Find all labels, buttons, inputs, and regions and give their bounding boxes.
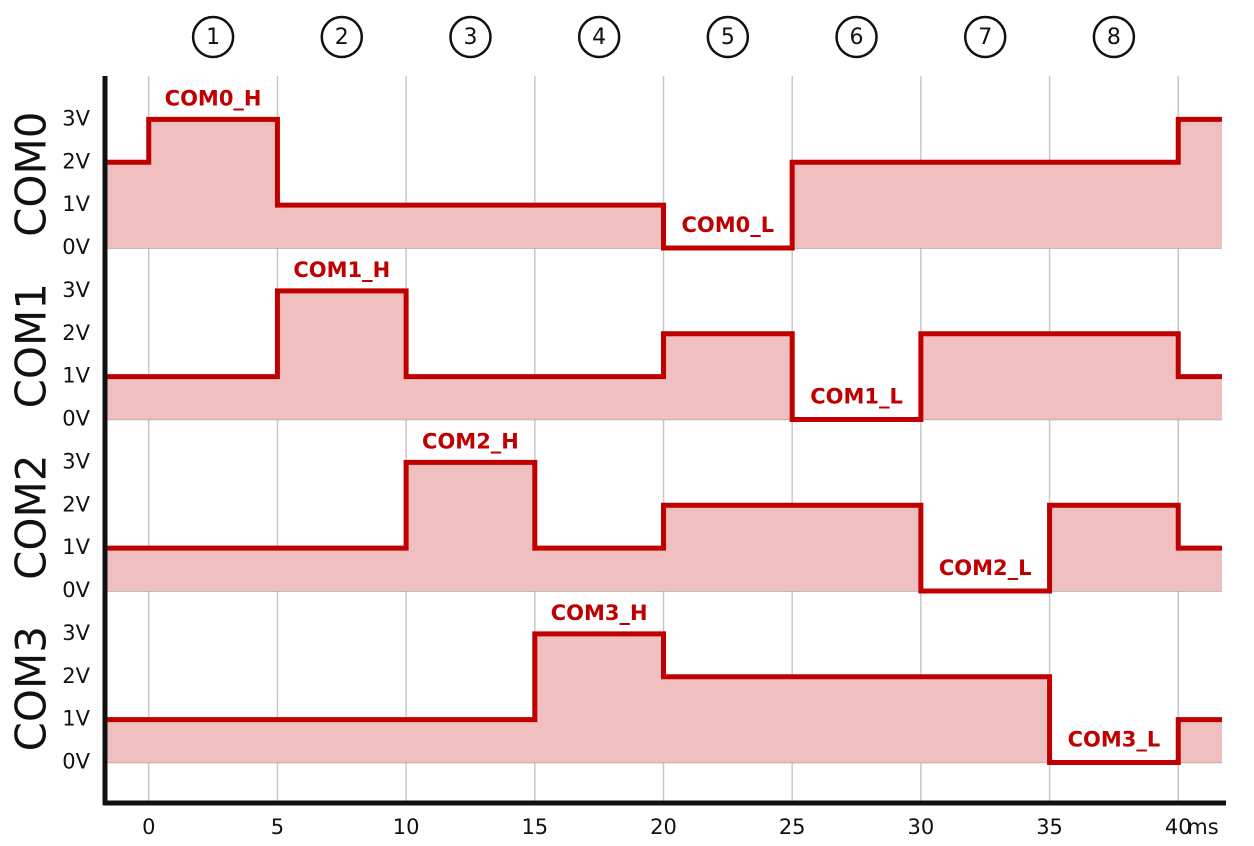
y-tick-label: 1V (62, 364, 90, 388)
y-tick-label: 3V (62, 106, 90, 130)
period-label: 6 (850, 25, 864, 50)
x-tick-label: 25 (779, 815, 806, 839)
period-circle (1092, 15, 1136, 59)
x-axis-label: ms (1187, 815, 1218, 839)
y-tick-label: 3V (62, 449, 90, 473)
y-tick-label: 2V (62, 321, 90, 345)
series-name: COM2 (7, 455, 56, 580)
period-circle (320, 15, 364, 59)
y-tick-label: 2V (62, 149, 90, 173)
series-name: COM0 (7, 112, 56, 237)
y-tick-label: 0V (62, 235, 90, 259)
series-line (105, 631, 1222, 765)
period-label: 3 (463, 25, 477, 50)
series-line (105, 116, 1222, 251)
period-circle (835, 15, 878, 59)
y-tick-label: 0V (62, 407, 90, 431)
high-label: COM3_H (551, 601, 648, 625)
x-tick-label: 30 (908, 815, 935, 839)
y-tick-label: 1V (62, 535, 90, 559)
y-tick-label: 2V (62, 492, 90, 516)
series-area (105, 633, 1222, 763)
low-label: COM0_L (682, 213, 775, 237)
y-tick-label: 3V (62, 278, 90, 302)
x-tick-label: 35 (1036, 815, 1063, 839)
y-tick-label: 0V (62, 578, 90, 602)
low-label: COM2_L (939, 556, 1032, 580)
period-label: 7 (978, 25, 992, 50)
plot-background (105, 76, 1222, 803)
period-label: 8 (1107, 25, 1121, 50)
series-line (105, 288, 1222, 422)
x-tick-label: 0 (142, 815, 155, 839)
period-circle (963, 15, 1007, 59)
period-circle (191, 15, 235, 59)
series-area (105, 119, 1222, 248)
y-tick-label: 1V (62, 192, 90, 216)
x-tick-label: 20 (650, 815, 677, 839)
period-circle (577, 15, 621, 59)
series-name: COM3 (7, 626, 56, 751)
series-line (105, 459, 1222, 594)
y-tick-label: 3V (62, 621, 90, 645)
y-tick-label: 2V (62, 664, 90, 688)
series-name: COM1 (7, 283, 56, 408)
high-label: COM1_H (293, 258, 390, 282)
y-tick-label: 1V (62, 707, 90, 731)
x-tick-label: 5 (271, 815, 284, 839)
x-tick-label: 15 (521, 815, 548, 839)
period-label: 1 (206, 25, 220, 50)
low-label: COM1_L (810, 385, 903, 409)
y-tick-label: 0V (62, 750, 90, 774)
x-tick-label: 10 (393, 815, 420, 839)
period-label: 5 (721, 25, 735, 50)
period-circle (449, 15, 492, 59)
high-label: COM2_H (422, 429, 519, 453)
x-tick-label: 40 (1165, 815, 1192, 839)
period-label: 4 (592, 25, 606, 50)
period-circle (706, 15, 750, 59)
low-label: COM3_L (1068, 728, 1161, 752)
high-label: COM0_H (165, 86, 262, 110)
period-label: 2 (335, 25, 349, 50)
